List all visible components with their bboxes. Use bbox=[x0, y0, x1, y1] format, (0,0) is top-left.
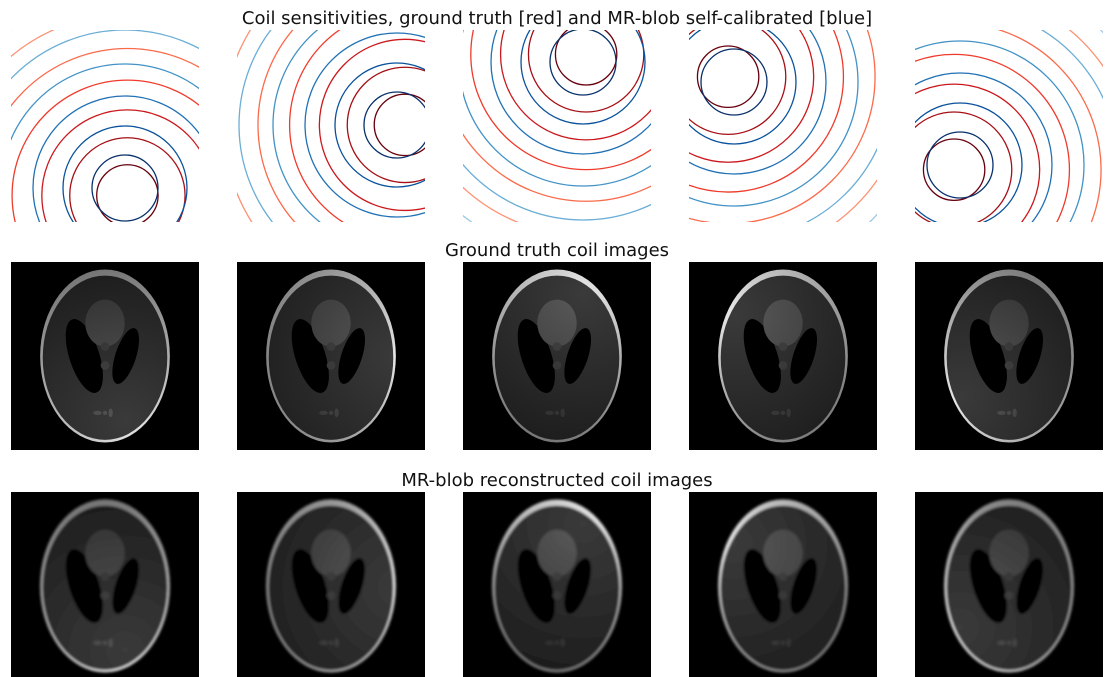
truth-contour bbox=[869, 84, 1040, 255]
row-title: Coil sensitivities, ground truth [red] a… bbox=[242, 8, 872, 29]
truth-contour bbox=[405, 0, 768, 236]
calibrated-contour bbox=[927, 132, 993, 198]
coil-image bbox=[491, 269, 623, 444]
coil-image bbox=[265, 499, 397, 674]
coil-image bbox=[265, 269, 397, 444]
sensitivity-shading bbox=[943, 499, 1075, 674]
calibrated-contour bbox=[836, 41, 1084, 289]
calibrated-contour bbox=[898, 103, 1022, 227]
figure: Coil sensitivities, ground truth [red] a… bbox=[0, 0, 1107, 677]
sensitivity-shading bbox=[491, 269, 623, 444]
coil-image bbox=[39, 269, 171, 444]
truth-contour bbox=[258, 0, 552, 272]
calibrated-contour bbox=[305, 33, 489, 217]
sensitivity-shading bbox=[265, 499, 397, 674]
sensitivity-shading bbox=[943, 269, 1075, 444]
contour-panel bbox=[388, 0, 778, 257]
coil-image bbox=[717, 499, 849, 674]
coil-image bbox=[39, 499, 171, 674]
truth-contour bbox=[97, 165, 158, 226]
coil-image bbox=[491, 499, 623, 674]
calibrated-contour bbox=[273, 1, 521, 249]
calibrated-contour bbox=[610, 0, 858, 206]
calibrated-contour bbox=[63, 126, 187, 250]
sensitivity-shading bbox=[39, 499, 171, 674]
calibrated-contour bbox=[868, 73, 1052, 257]
truth-contour bbox=[42, 110, 213, 281]
truth-contour bbox=[439, 0, 733, 201]
calibrated-contour bbox=[576, 0, 892, 240]
calibrated-contour bbox=[672, 20, 796, 144]
calibrated-contour bbox=[388, 0, 778, 257]
sensitivity-shading bbox=[491, 499, 623, 674]
truth-contour bbox=[923, 139, 984, 200]
truth-contour bbox=[896, 112, 1011, 227]
sensitivity-shading bbox=[39, 269, 171, 444]
row-title: Ground truth coil images bbox=[445, 240, 669, 261]
truth-contour bbox=[839, 54, 1070, 285]
coil-image bbox=[943, 269, 1075, 444]
calibrated-contour bbox=[701, 49, 767, 115]
sensitivity-shading bbox=[717, 499, 849, 674]
row-title: MR-blob reconstructed coil images bbox=[401, 470, 712, 491]
truth-contour bbox=[581, 0, 875, 224]
sensitivity-shading bbox=[717, 269, 849, 444]
sensitivity-shading bbox=[265, 269, 397, 444]
truth-contour bbox=[697, 46, 758, 107]
truth-contour bbox=[555, 24, 616, 85]
truth-contour bbox=[670, 19, 785, 134]
coil-image bbox=[717, 269, 849, 444]
calibrated-contour bbox=[335, 63, 459, 187]
truth-contour bbox=[374, 94, 435, 155]
calibrated-contour bbox=[33, 96, 217, 280]
coil-image bbox=[943, 499, 1075, 674]
truth-contour bbox=[319, 39, 490, 210]
